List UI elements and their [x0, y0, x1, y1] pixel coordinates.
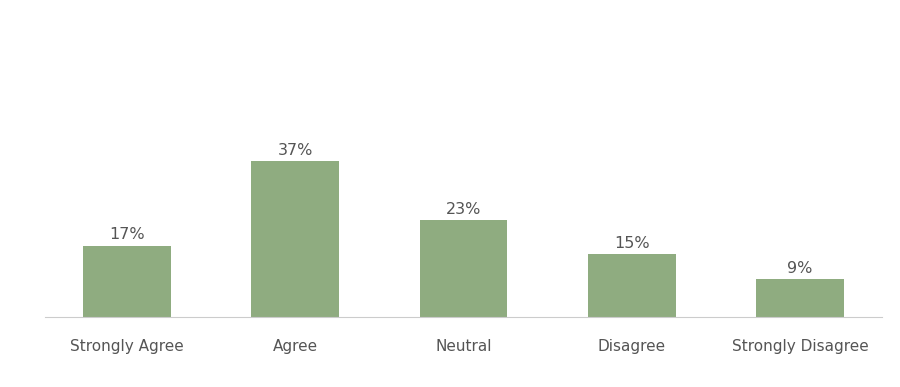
Bar [251, 161, 339, 317]
Bar [419, 220, 508, 317]
Text: 17%: 17% [109, 227, 145, 242]
Bar [83, 246, 171, 317]
Bar [588, 254, 676, 317]
Bar [756, 279, 844, 317]
Text: 15%: 15% [614, 236, 650, 251]
Text: 9%: 9% [788, 261, 813, 276]
Text: 37%: 37% [277, 143, 313, 158]
Text: 23%: 23% [446, 202, 482, 217]
